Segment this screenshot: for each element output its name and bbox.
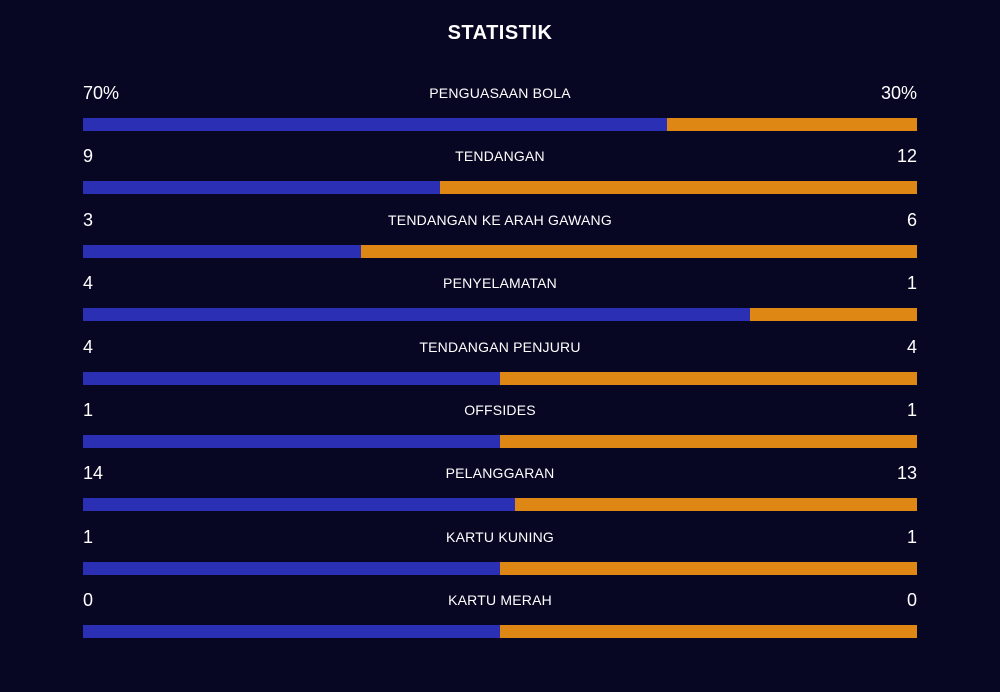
stats-list: 70% PENGUASAAN BOLA 30% 9 TENDANGAN 12 3… [83, 79, 917, 650]
home-value: 70% [83, 83, 120, 103]
stat-label: TENDANGAN PENJURU [419, 338, 581, 355]
away-bar-fill [500, 625, 917, 639]
stat-label: KARTU MERAH [448, 592, 552, 609]
stat-label: TENDANGAN [455, 148, 545, 165]
stat-row-kartu-kuning: 1 KARTU KUNING 1 [83, 523, 917, 586]
stat-row-penguasaan-bola: 70% PENGUASAAN BOLA 30% [83, 79, 917, 142]
home-value: 4 [83, 336, 94, 357]
home-bar-fill [83, 561, 500, 575]
away-value: 1 [906, 273, 917, 294]
comparison-bar [83, 244, 917, 258]
comparison-bar [83, 308, 917, 322]
stat-label: PENYELAMATAN [443, 275, 557, 292]
comparison-bar [83, 561, 917, 575]
comparison-bar [83, 371, 917, 385]
stat-label: OFFSIDES [464, 401, 536, 418]
home-value: 14 [83, 463, 104, 484]
away-value: 13 [896, 463, 917, 484]
away-bar-fill [666, 118, 917, 131]
away-bar-fill [750, 308, 917, 322]
away-value: 4 [906, 336, 917, 357]
home-value: 1 [83, 399, 94, 420]
comparison-bar [83, 434, 917, 448]
away-bar-fill [360, 244, 917, 258]
stat-row-offsides: 1 OFFSIDES 1 [83, 396, 917, 459]
comparison-bar [83, 181, 917, 195]
stat-label: PENGUASAAN BOLA [429, 85, 571, 101]
away-bar-fill [500, 434, 917, 448]
away-value: 30% [880, 83, 917, 103]
comparison-bar [83, 625, 917, 639]
away-bar-fill [500, 371, 917, 385]
home-bar-fill [83, 118, 667, 131]
stat-label: PELANGGARAN [445, 465, 555, 482]
stats-title: STATISTIK [447, 22, 553, 44]
home-bar-fill [83, 244, 361, 258]
away-value: 1 [906, 526, 917, 547]
home-bar-fill [83, 371, 500, 385]
stat-row-kartu-merah: 0 KARTU MERAH 0 [83, 586, 917, 649]
home-bar-fill [83, 498, 516, 512]
away-value: 0 [906, 590, 917, 611]
home-value: 3 [83, 209, 94, 230]
stat-row-pelanggaran: 14 PELANGGARAN 13 [83, 459, 917, 522]
comparison-bar [83, 498, 917, 512]
stat-row-tendangan-ke-arah-gawang: 3 TENDANGAN KE ARAH GAWANG 6 [83, 206, 917, 269]
away-value: 12 [896, 146, 917, 167]
home-bar-fill [83, 625, 500, 639]
home-bar-fill [83, 308, 751, 322]
stat-label: TENDANGAN KE ARAH GAWANG [388, 211, 612, 228]
away-value: 6 [906, 209, 917, 230]
away-bar-fill [500, 561, 917, 575]
home-value: 1 [83, 526, 94, 547]
home-bar-fill [83, 434, 500, 448]
home-value: 4 [83, 273, 94, 294]
stat-row-tendangan: 9 TENDANGAN 12 [83, 142, 917, 205]
stat-label: KARTU KUNING [446, 528, 554, 545]
away-bar-fill [515, 498, 917, 512]
comparison-bar [83, 118, 917, 131]
home-value: 9 [83, 146, 94, 167]
stat-row-tendangan-penjuru: 4 TENDANGAN PENJURU 4 [83, 333, 917, 396]
home-value: 0 [83, 590, 94, 611]
home-bar-fill [83, 181, 441, 195]
stat-row-penyelamatan: 4 PENYELAMATAN 1 [83, 269, 917, 332]
away-value: 1 [906, 399, 917, 420]
away-bar-fill [440, 181, 917, 195]
